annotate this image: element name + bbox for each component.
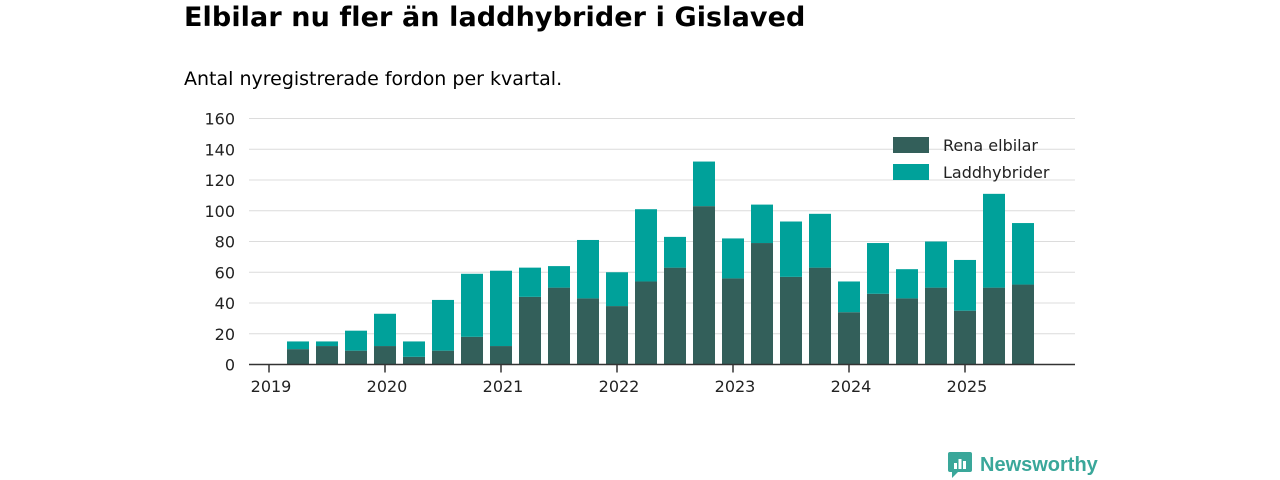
bar-rena-elbilar [664,267,686,365]
bar-laddhybrider [693,161,715,207]
y-tick-label: 0 [225,356,235,375]
bar-rena-elbilar [838,312,860,365]
y-tick-label: 140 [204,140,235,159]
y-tick-label: 40 [215,294,235,313]
brand-name: Newsworthy [980,453,1098,476]
bar-laddhybrider [374,313,396,347]
bar-rena-elbilar [374,346,396,365]
bar-laddhybrider [345,330,367,351]
bar-rena-elbilar [432,350,454,365]
bar-rena-elbilar [983,287,1005,365]
bar-laddhybrider [519,267,541,297]
bar-laddhybrider [432,299,454,351]
bar-laddhybrider [896,269,918,299]
bar-laddhybrider [925,241,947,288]
bar-rena-elbilar [345,350,367,365]
bar-rena-elbilar [1012,284,1034,365]
y-tick-label: 20 [215,325,235,344]
legend-label-rena-elbilar: Rena elbilar [943,136,1038,155]
bar-laddhybrider [954,259,976,311]
x-tick-label: 2020 [367,377,408,396]
newsworthy-logo: Newsworthy [948,452,1098,478]
bar-laddhybrider [548,266,570,288]
x-tick-label: 2019 [251,377,292,396]
bar-laddhybrider [780,221,802,277]
bar-rena-elbilar [954,310,976,365]
legend-swatch-laddhybrider [893,164,929,180]
x-tick-label: 2025 [947,377,988,396]
bar-rena-elbilar [809,267,831,365]
y-tick-label: 120 [204,171,235,190]
x-tick-label: 2022 [599,377,640,396]
bar-laddhybrider [751,204,773,244]
bar-laddhybrider [809,213,831,268]
bar-rena-elbilar [693,206,715,365]
bar-rena-elbilar [751,243,773,365]
chart-subtitle: Antal nyregistrerade fordon per kvartal. [184,68,563,90]
bar-rena-elbilar [548,287,570,365]
bar-rena-elbilar [635,281,657,365]
bar-laddhybrider [983,193,1005,288]
bar-rena-elbilar [577,298,599,365]
x-axis: 2019 2020 2021 2022 2023 2024 2025 [251,364,988,396]
bar-laddhybrider [867,243,889,294]
bar-rena-elbilar [896,298,918,365]
x-tick-label: 2021 [483,377,524,396]
bar-laddhybrider [490,270,512,347]
chart-title: Elbilar nu fler än laddhybrider i Gislav… [184,2,806,33]
bar-laddhybrider [403,341,425,357]
bar-rena-elbilar [461,336,483,365]
y-tick-label: 160 [204,110,235,129]
bar-rena-elbilar [722,278,744,365]
y-tick-label: 60 [215,263,235,282]
bar-laddhybrider [838,281,860,313]
bar-rena-elbilar [606,306,628,365]
bar-laddhybrider [461,273,483,337]
bars [287,161,1034,365]
bar-rena-elbilar [403,356,425,365]
bar-rena-elbilar [287,349,309,365]
bar-rena-elbilar [316,346,338,365]
bar-rena-elbilar [519,296,541,365]
bar-rena-elbilar [780,276,802,365]
bar-laddhybrider [577,239,599,299]
bar-laddhybrider [722,238,744,279]
bar-laddhybrider [287,341,309,350]
bar-rena-elbilar [925,287,947,365]
x-tick-label: 2023 [715,377,756,396]
legend-swatch-rena-elbilar [893,137,929,153]
bar-rena-elbilar [490,346,512,365]
bar-laddhybrider [664,236,686,268]
newsworthy-logo-icon [948,452,972,478]
y-tick-label: 100 [204,202,235,221]
x-tick-label: 2024 [831,377,872,396]
bar-laddhybrider [606,272,628,307]
bar-laddhybrider [635,209,657,282]
bar-rena-elbilar [867,293,889,365]
bar-laddhybrider [1012,223,1034,285]
bar-laddhybrider [316,341,338,347]
y-tick-label: 80 [215,233,235,252]
legend: Rena elbilar Laddhybrider [893,136,1050,182]
y-axis: 0 20 40 60 80 100 120 140 160 [204,110,235,375]
legend-label-laddhybrider: Laddhybrider [943,163,1050,182]
